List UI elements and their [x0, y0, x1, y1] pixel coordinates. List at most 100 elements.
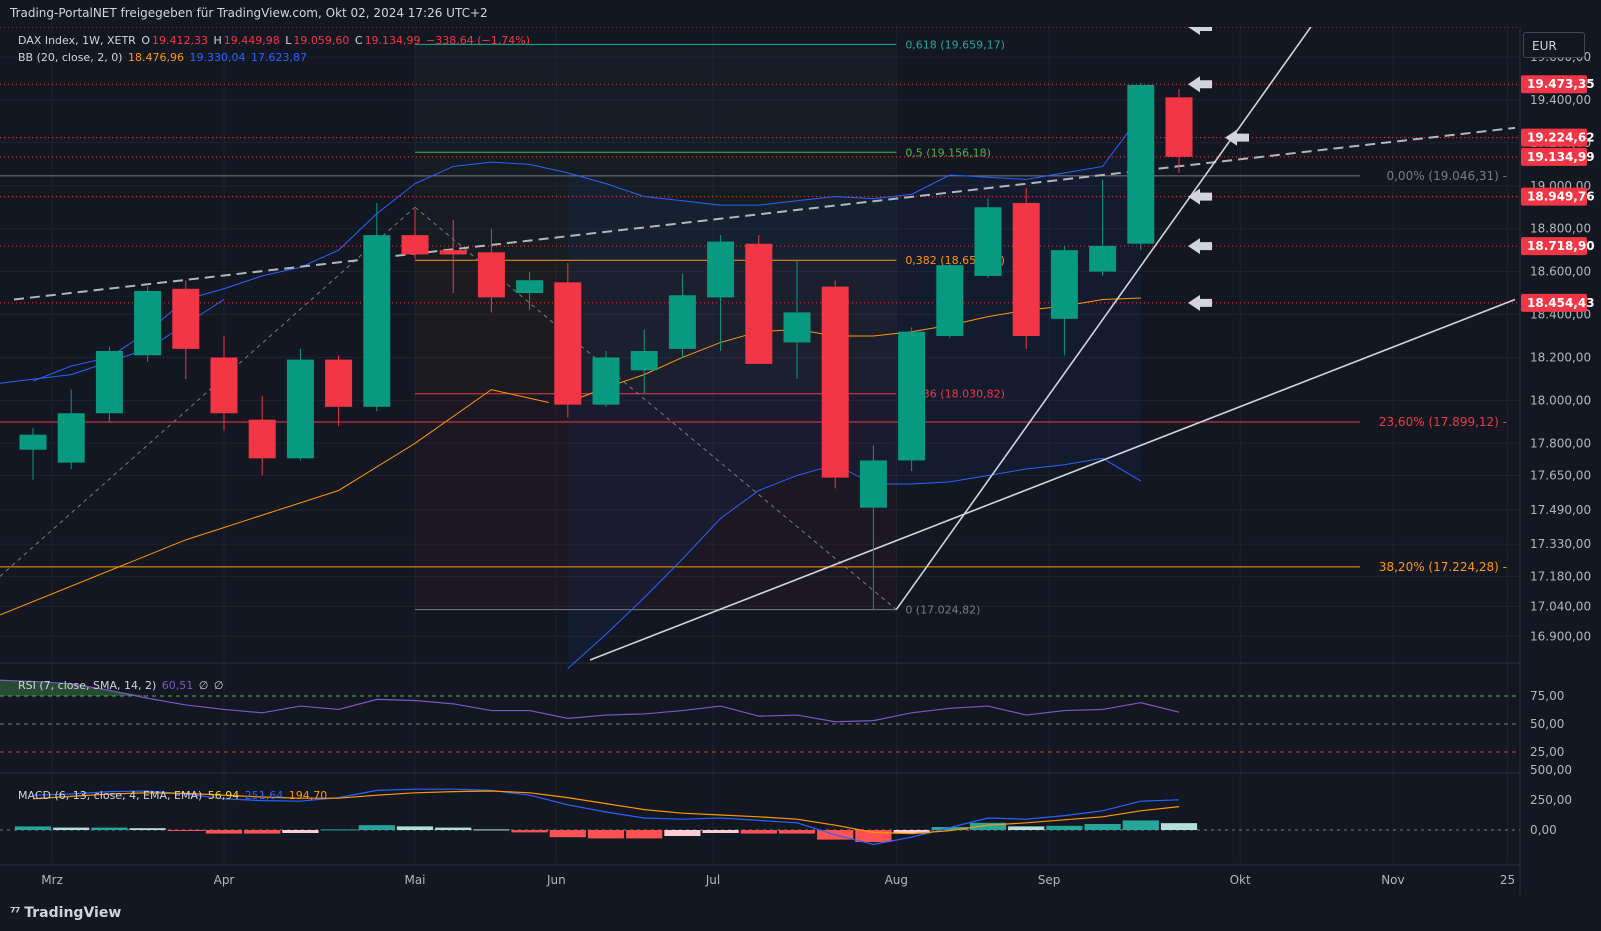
rsi-tick-label: 75,00: [1530, 689, 1564, 703]
macd-signal-line[interactable]: [32, 790, 1180, 835]
time-axis[interactable]: Mrz Apr Mai Jun Jul Aug Sep Okt Nov 25: [41, 873, 1515, 887]
candle[interactable]: [516, 271, 544, 311]
time-tick-label: Apr: [214, 873, 235, 887]
price-level-badge[interactable]: [1521, 75, 1587, 94]
rsi-tick-label: 50,00: [1530, 717, 1564, 731]
arrow-left-icon[interactable]: [1188, 27, 1212, 35]
candle[interactable]: [668, 273, 696, 358]
candle-body: [1089, 245, 1117, 272]
candle[interactable]: [630, 329, 658, 394]
arrow-left-icon[interactable]: [1188, 294, 1212, 311]
price-level-badge-label: 19.473,35: [1527, 77, 1595, 91]
candle[interactable]: [286, 348, 314, 461]
candle[interactable]: [783, 260, 811, 379]
candles[interactable]: [19, 82, 1193, 610]
arrow-left-icon[interactable]: [1188, 188, 1212, 205]
candle[interactable]: [248, 396, 276, 476]
candle[interactable]: [134, 286, 162, 362]
arrow-left-icon[interactable]: [1188, 76, 1212, 93]
fib-retracement-right[interactable]: 0,00% (19.046,31) - 23,60% (17.899,12) - 3…: [0, 169, 1507, 574]
candle[interactable]: [707, 235, 735, 352]
candle[interactable]: [1165, 89, 1193, 173]
candle[interactable]: [1089, 179, 1117, 276]
candle[interactable]: [210, 335, 238, 431]
time-tick-label: Jul: [705, 873, 720, 887]
main-legend: DAX Index, 1W, XETR O 19.412,33 H 19.449,9…: [18, 34, 532, 47]
fib-zone: [415, 44, 897, 153]
candle[interactable]: [325, 355, 353, 427]
price-level-badge[interactable]: [1521, 293, 1587, 312]
macd-line-value: 251,64: [244, 789, 284, 802]
fib-trend-line-2[interactable]: [0, 206, 416, 577]
macd-histogram-bar: [14, 826, 52, 830]
rsi-pane[interactable]: 75,00 50,00 25,00: [0, 668, 1564, 780]
candle-body: [898, 331, 926, 461]
time-tick-label: Aug: [885, 873, 908, 887]
lower-support-line[interactable]: [589, 298, 1516, 661]
macd-histogram-bar: [587, 830, 625, 839]
bb-lower-value: 17.623,87: [250, 51, 307, 64]
macd-line[interactable]: [32, 788, 1180, 846]
symbol-name[interactable]: DAX Index, 1W, XETR: [18, 34, 136, 47]
bb-label[interactable]: BB (20, close, 2, 0): [18, 51, 123, 64]
candle[interactable]: [1050, 245, 1078, 356]
candle[interactable]: [1012, 187, 1040, 349]
candle[interactable]: [821, 280, 849, 489]
candle-body: [974, 207, 1002, 276]
currency-selector[interactable]: EUR: [1523, 32, 1585, 58]
candle[interactable]: [859, 445, 887, 610]
low-value: 19.059,60: [293, 34, 350, 47]
price-tick-label: 18.600,00: [1530, 265, 1591, 279]
steep-support-line[interactable]: [895, 27, 1320, 611]
candle[interactable]: [1127, 82, 1155, 251]
chart-area[interactable]: 0,618 (19.659,17)0,5 (19.156,18)0,382 (1…: [0, 27, 1601, 898]
price-axis[interactable]: 19.600,0019.400,0019.200,0019.000,0018.8…: [1521, 50, 1595, 643]
macd-tick-label: 0,00: [1530, 823, 1557, 837]
bb-legend: BB (20, close, 2, 0) 18.476,96 19.330,04…: [18, 51, 309, 64]
candle[interactable]: [19, 428, 47, 480]
candle-body: [210, 357, 238, 414]
candle[interactable]: [898, 327, 926, 472]
price-level-badge[interactable]: [1521, 237, 1587, 256]
trendlines[interactable]: [13, 27, 1516, 661]
rsi-line[interactable]: [0, 679, 1180, 723]
candle[interactable]: [554, 263, 582, 418]
bb-basis-early: [0, 389, 549, 616]
candle[interactable]: [936, 263, 964, 339]
price-level-badge[interactable]: [1521, 128, 1587, 147]
candle[interactable]: [745, 235, 773, 364]
candle[interactable]: [363, 202, 391, 412]
arrow-left-icon[interactable]: [1225, 129, 1249, 146]
candle[interactable]: [401, 209, 429, 259]
price-tick-label: 17.650,00: [1530, 468, 1591, 482]
candle[interactable]: [57, 389, 85, 470]
price-tick-label: 17.800,00: [1530, 436, 1591, 450]
price-level-badge[interactable]: [1521, 187, 1587, 206]
tradingview-logo-text: TradingView: [24, 905, 122, 921]
price-tick-label: 19.400,00: [1530, 93, 1591, 107]
candle[interactable]: [974, 198, 1002, 279]
macd-label[interactable]: MACD (6, 13, close, 4, EMA, EMA): [18, 789, 203, 802]
dashed-resistance-line[interactable]: [13, 126, 1516, 301]
candle-body: [57, 413, 85, 463]
candle[interactable]: [592, 351, 620, 407]
candle[interactable]: [95, 346, 123, 422]
candle[interactable]: [172, 280, 200, 379]
rsi-label[interactable]: RSI (7, close, SMA, 14, 2): [18, 679, 157, 692]
arrow-markers[interactable]: [1188, 27, 1249, 311]
macd-histogram-bar: [511, 830, 548, 833]
candle[interactable]: [477, 228, 505, 313]
price-level-badge-label: 18.454,43: [1527, 296, 1595, 310]
macd-histogram-bar: [1160, 823, 1198, 830]
candle[interactable]: [439, 220, 467, 294]
arrow-left-icon[interactable]: [1188, 238, 1212, 255]
price-level-badge[interactable]: [1521, 147, 1587, 166]
macd-histogram-bar: [702, 830, 739, 833]
candle-body: [668, 295, 696, 349]
fib-retracement-left[interactable]: 0,618 (19.659,17)0,5 (19.156,18)0,382 (1…: [0, 38, 1005, 617]
high-value: 19.449,98: [223, 34, 280, 47]
macd-pane[interactable]: 500,00 250,00 0,00: [0, 763, 1572, 846]
macd-tick-label: 250,00: [1530, 793, 1572, 807]
tradingview-logo[interactable]: ⁷⁷ TradingView: [10, 905, 121, 921]
fib-zone: [415, 393, 897, 610]
